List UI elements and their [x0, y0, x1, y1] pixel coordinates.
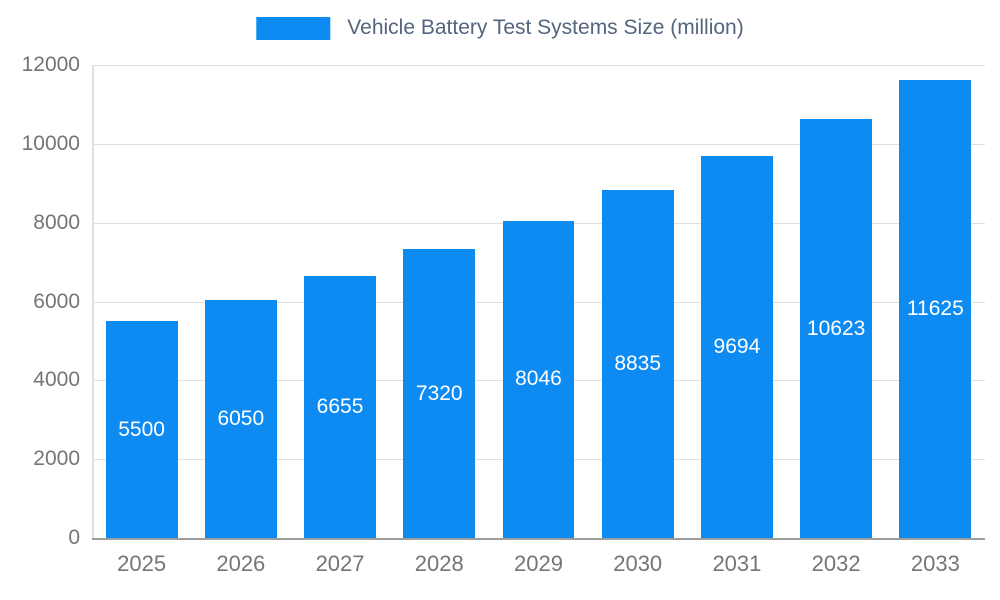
y-tick-label: 10000 [21, 131, 80, 155]
bar-2029[interactable]: 8046 [502, 220, 575, 538]
bar-slot: 6050 [191, 65, 290, 538]
bar-value-label: 7320 [415, 381, 463, 405]
x-tick-label: 2025 [117, 551, 167, 576]
chart-title: Vehicle Battery Test Systems Size (milli… [347, 16, 744, 39]
gridline [92, 538, 985, 540]
bar-slot: 11625 [886, 65, 985, 538]
x-tick-label: 2029 [514, 551, 563, 576]
y-tick-label: 12000 [21, 53, 80, 76]
x-tick-label: 2026 [216, 551, 266, 576]
gridline [92, 65, 985, 66]
bar-2028[interactable]: 7320 [403, 249, 476, 538]
bar-2025[interactable]: 5500 [105, 321, 178, 538]
bar-slot: 7320 [390, 65, 489, 538]
bar-slot: 8046 [489, 65, 588, 538]
chart-legend: Vehicle Battery Test Systems Size (milli… [256, 16, 744, 40]
y-axis-labels: 0 2000 4000 6000 8000 10000 12000 [0, 53, 80, 549]
y-tick-label: 0 [68, 526, 80, 549]
bars: 5500 6050 6655 7320 8046 8835 9694 10623 11625 [92, 65, 985, 538]
bar-slot: 5500 [92, 65, 191, 538]
gridline [92, 143, 985, 145]
bar-2033[interactable]: 11625 [899, 79, 972, 538]
bar-2027[interactable]: 6655 [304, 275, 376, 538]
bar-value-label: 6655 [316, 394, 364, 418]
bar-value-label: 6050 [217, 406, 265, 430]
bar-2030[interactable]: 8835 [601, 189, 674, 538]
bar-value-label: 8046 [515, 367, 562, 391]
x-axis-labels: 2025 2026 2027 2028 2029 2030 2031 2032 2033 [92, 551, 985, 577]
bar-value-label: 5500 [118, 417, 165, 441]
y-tick-label: 2000 [33, 447, 80, 471]
bar-value-label: 9694 [713, 334, 761, 358]
bar-value-label: 8835 [614, 351, 662, 375]
plot-area: 5500 6050 6655 7320 8046 8835 9694 10623 11625 [92, 65, 985, 540]
x-tick-label: 2028 [414, 551, 464, 576]
bar-value-label: 10623 [806, 316, 866, 340]
bar-value-label: 11625 [906, 296, 964, 320]
y-axis-line [92, 65, 94, 540]
y-tick-label: 8000 [33, 210, 80, 234]
bar-slot: 9694 [687, 65, 786, 538]
bar-2032[interactable]: 10623 [800, 119, 873, 538]
x-tick-label: 2031 [712, 551, 762, 576]
x-tick-label: 2033 [910, 551, 960, 576]
bar-2031[interactable]: 9694 [700, 155, 773, 538]
legend-swatch-icon[interactable] [256, 16, 331, 40]
x-tick-label: 2030 [613, 551, 663, 576]
bar-slot: 10623 [787, 65, 886, 538]
x-tick-label: 2032 [811, 551, 861, 576]
bar-2026[interactable]: 6050 [204, 299, 277, 538]
y-tick-label: 6000 [33, 289, 80, 313]
bar-slot: 8835 [588, 65, 687, 538]
y-tick-label: 4000 [33, 368, 80, 392]
x-tick-label: 2027 [315, 551, 365, 576]
bar-slot: 6655 [290, 65, 389, 538]
